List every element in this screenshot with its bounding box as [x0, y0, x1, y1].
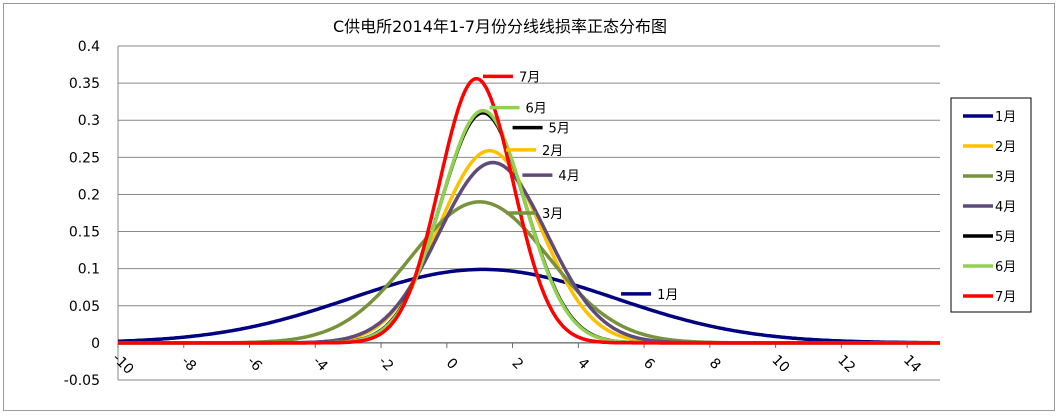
legend-label: 3月: [995, 170, 1016, 185]
y-tick-label: 0.1: [78, 262, 100, 278]
series-data-label: 2月: [542, 144, 563, 159]
legend: 1月 2月 3月 4月 5月 6月 7月: [950, 97, 1032, 313]
series-data-label: 4月: [558, 169, 579, 184]
legend-label: 4月: [995, 200, 1016, 215]
x-tick-label: -2: [375, 353, 396, 374]
x-tick-label: 12: [834, 352, 858, 376]
x-tick-label: 0: [443, 355, 461, 373]
series-data-label: 7月: [519, 70, 540, 85]
y-tick-label: -0.05: [64, 373, 100, 389]
x-tick-label: -10: [109, 350, 136, 377]
y-tick-label: 0.25: [69, 150, 100, 166]
x-tick-label: -6: [244, 353, 265, 374]
series-data-label: 5月: [549, 122, 570, 137]
y-axis-ticks: 0.4 0.35 0.3 0.25 0.2 0.15 0.1 0.05 0 -0.05: [64, 39, 100, 389]
x-tick-label: 8: [706, 355, 724, 373]
x-tick-label: -8: [178, 353, 199, 374]
series-line-6: [117, 108, 941, 345]
series-line-1: [117, 267, 941, 345]
legend-label: 1月: [995, 110, 1016, 125]
x-tick-label: 2: [509, 355, 527, 373]
x-axis: -10 -8 -6 -4 -2 0 2 4 6 8 10 12 14: [109, 342, 940, 378]
legend-label: 7月: [995, 290, 1016, 305]
y-tick-label: 0.2: [78, 187, 100, 203]
y-tick-label: 0.4: [78, 39, 100, 55]
series-data-label: 3月: [542, 207, 563, 222]
series-data-label: 6月: [526, 102, 547, 117]
series-data-label: 1月: [657, 288, 678, 303]
series-line-5: [117, 111, 941, 345]
x-tick-label: -4: [310, 353, 331, 374]
series-line-7: [117, 76, 941, 345]
y-tick-label: 0.3: [78, 113, 100, 129]
legend-label: 6月: [995, 260, 1016, 275]
x-tick-label: 6: [640, 355, 658, 373]
x-tick-label: 14: [900, 352, 924, 376]
series-curves: [117, 76, 941, 345]
chart-title: C供电所2014年1-7月份分线线损率正态分布图: [333, 17, 667, 36]
legend-label: 5月: [995, 230, 1016, 245]
x-tick-label: 4: [574, 355, 592, 373]
legend-label: 2月: [995, 140, 1016, 155]
x-tick-label: 10: [768, 352, 792, 376]
y-tick-label: 0.15: [69, 225, 100, 241]
y-tick-label: 0.35: [69, 76, 100, 92]
y-tick-label: 0.05: [69, 299, 100, 315]
y-tick-label: 0: [91, 336, 100, 352]
